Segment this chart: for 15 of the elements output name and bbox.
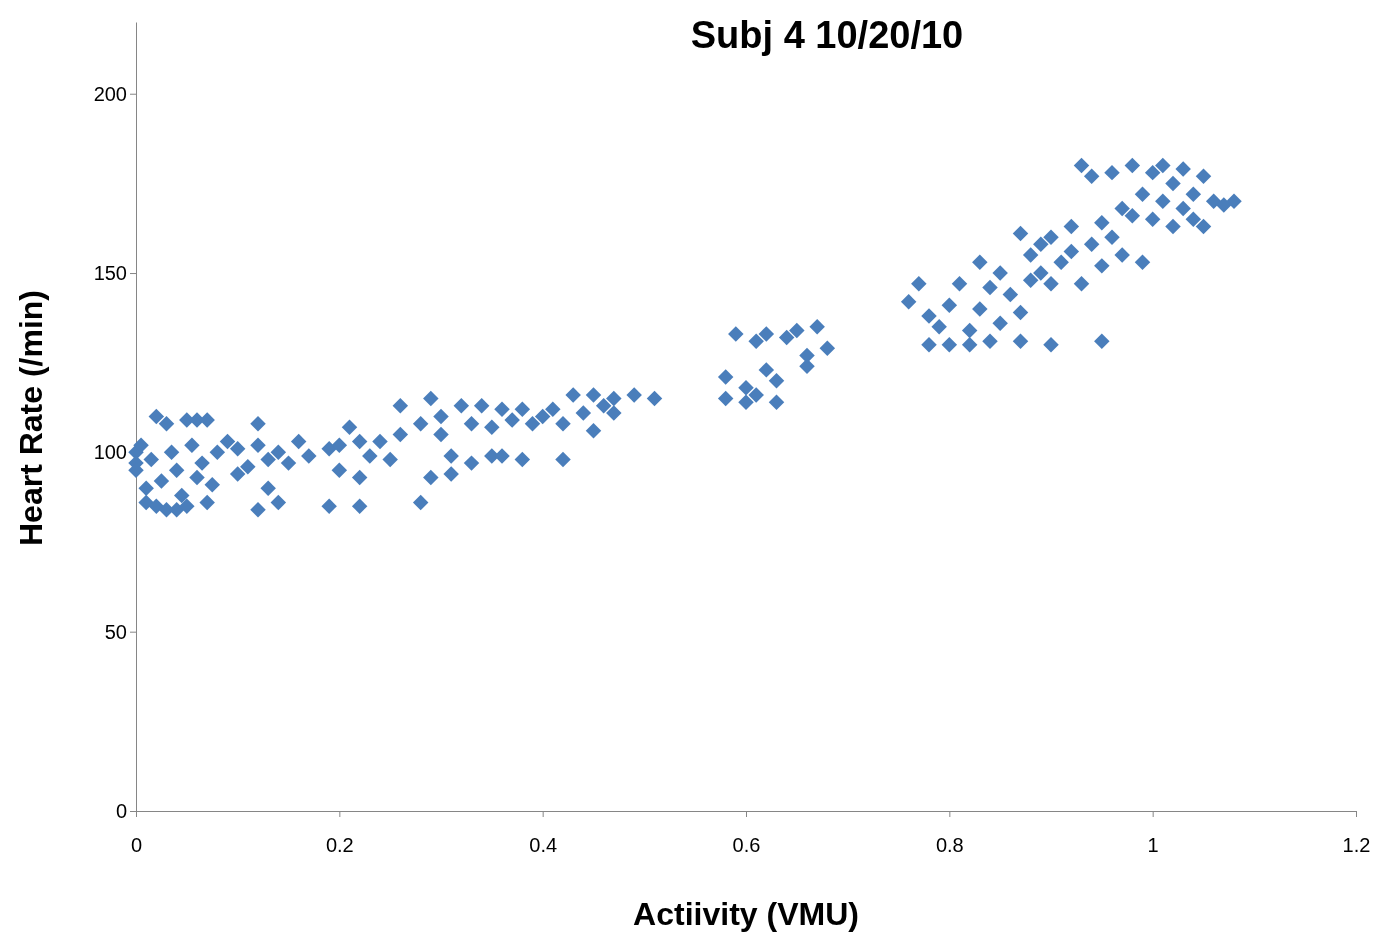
y-tick-label: 0 xyxy=(115,799,127,822)
x-tick-label: 1.2 xyxy=(1342,834,1371,856)
x-tick-label: 0.8 xyxy=(935,834,964,856)
x-tick-label: 0.6 xyxy=(732,834,761,856)
y-tick-label: 150 xyxy=(93,261,127,284)
x-tick-label: 0.4 xyxy=(529,834,558,856)
y-axis-title: Heart Rate (/min) xyxy=(13,289,49,547)
chart-title: Subj 4 10/20/10 xyxy=(690,14,964,56)
x-axis-title: Actiivity (VMU) xyxy=(633,896,859,932)
x-tick-label: 0.2 xyxy=(325,834,354,856)
y-tick-label: 200 xyxy=(93,82,127,105)
y-tick-label: 50 xyxy=(104,620,127,643)
x-tick-label: 0 xyxy=(130,834,143,856)
y-tick-label: 100 xyxy=(93,441,127,464)
x-tick-label: 1 xyxy=(1147,834,1159,856)
